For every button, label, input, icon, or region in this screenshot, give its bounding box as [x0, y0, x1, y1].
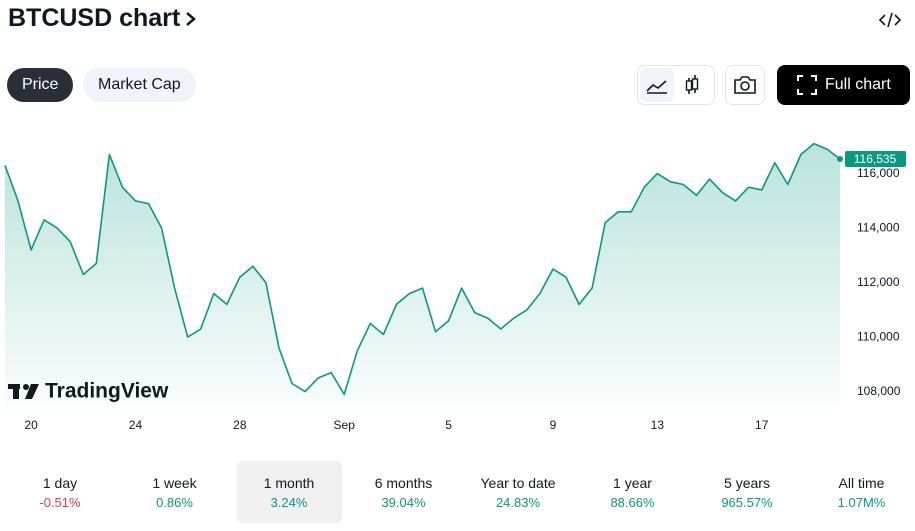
last-point	[837, 156, 843, 163]
y-tick-label: 110,000	[857, 329, 900, 343]
camera-icon	[734, 76, 756, 94]
brand-logo	[8, 384, 39, 399]
period[interactable]: 1 year 88.66%	[580, 461, 686, 523]
full-chart-button[interactable]: Full chart	[777, 65, 910, 105]
period[interactable]: 6 months 39.04%	[351, 461, 457, 523]
price-badge	[845, 151, 906, 168]
x-tick-label: 17	[755, 418, 769, 432]
period-name: 1 year	[613, 475, 652, 491]
x-tick-label: 24	[129, 418, 143, 432]
period-change: 965.57%	[721, 495, 773, 510]
expand-icon	[797, 75, 817, 95]
price-badge-label: 116,535	[854, 152, 897, 166]
period-name: All time	[838, 475, 885, 491]
period-change: 39.04%	[381, 495, 426, 510]
x-tick-label: 5	[445, 418, 452, 432]
chart-style-icons	[640, 68, 699, 102]
period[interactable]: 1 day -0.51%	[7, 461, 113, 523]
period-change: 3.24%	[270, 495, 308, 510]
period-name: 6 months	[374, 475, 433, 491]
x-tick-label: 9	[550, 418, 557, 432]
period-name: Year to date	[480, 475, 556, 491]
x-tick-label: 28	[233, 418, 247, 432]
period-name: 5 years	[724, 475, 770, 491]
period-change: 24.83%	[495, 495, 541, 510]
brand: TradingView	[45, 380, 169, 403]
y-tick-label: 108,000	[857, 384, 901, 398]
period-change: 1.07M%	[837, 495, 886, 510]
y-tick-label: 112,000	[857, 275, 900, 289]
price-line	[4, 142, 841, 396]
chevron	[186, 12, 197, 26]
period[interactable]: 1 week 0.86%	[122, 461, 228, 523]
title[interactable]: BTCUSD chart	[8, 4, 197, 33]
snapshot-button[interactable]	[725, 65, 765, 105]
x-tick-label: 20	[24, 418, 38, 432]
x-tick-label: Sep	[334, 418, 356, 432]
period[interactable]: 5 years 965.57%	[694, 461, 800, 523]
period-name: 1 week	[152, 475, 197, 491]
tab[interactable]: Market Cap	[83, 68, 196, 102]
y-tick-label: 114,000	[857, 220, 900, 234]
period[interactable]: 1 month 3.24%	[236, 461, 342, 523]
x-tick-label: 13	[651, 418, 665, 432]
tab[interactable]: Price	[7, 68, 74, 102]
period-change: 0.86%	[156, 495, 193, 510]
y-tick-label: 116,000	[857, 166, 900, 180]
period[interactable]: Year to date 24.83%	[465, 461, 571, 523]
period-name: 1 month	[263, 475, 315, 491]
full-chart-label: Full chart	[825, 76, 891, 93]
period-name: 1 day	[42, 475, 78, 491]
area	[5, 143, 840, 408]
period[interactable]: All time 1.07M%	[809, 461, 915, 523]
embed-icon[interactable]	[878, 12, 902, 28]
chart-style-toggle[interactable]	[637, 65, 715, 105]
title-text: BTCUSD chart	[8, 4, 181, 32]
period-change: -0.51%	[39, 495, 81, 510]
period-change: 88.66%	[610, 495, 655, 510]
